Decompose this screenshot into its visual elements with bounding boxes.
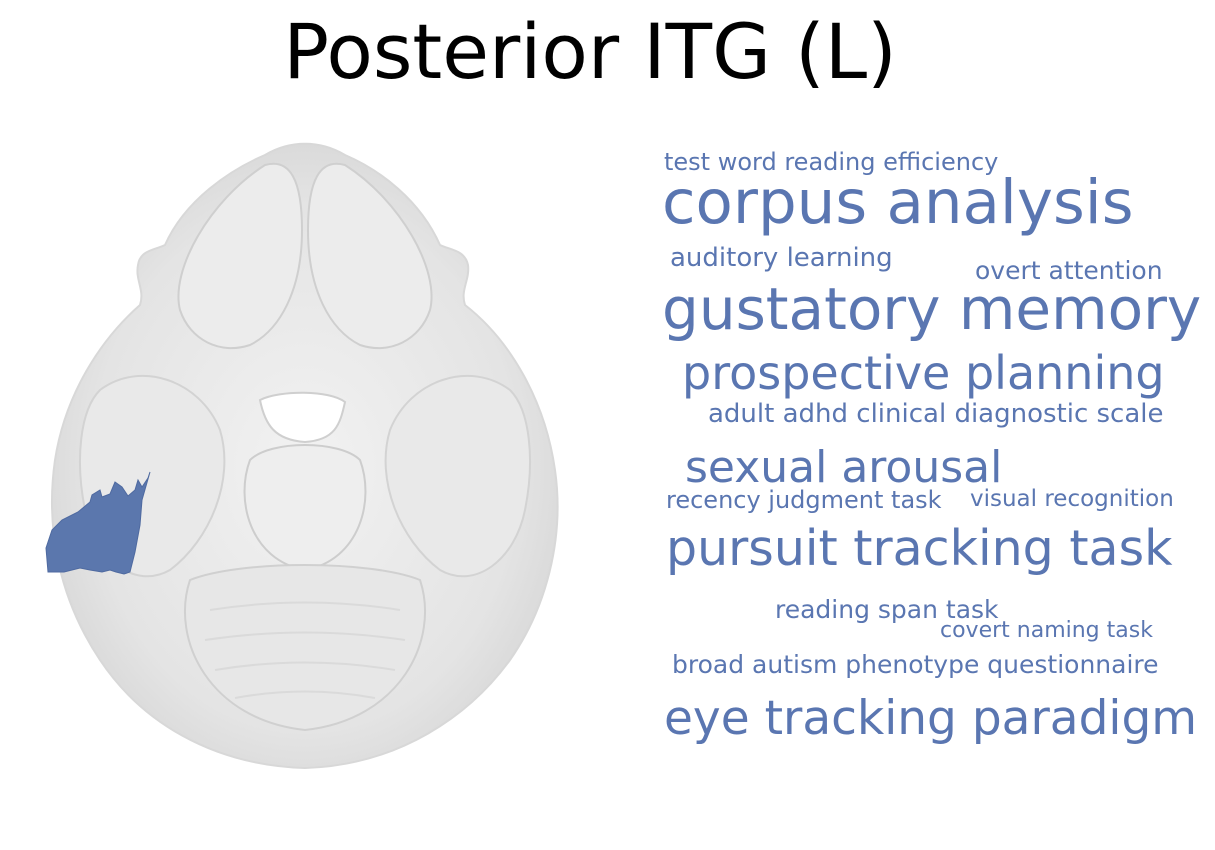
- frontal-lobe-right: [306, 162, 433, 350]
- word-cloud-term: eye tracking paradigm: [664, 691, 1198, 746]
- word-cloud-term: test word reading efficiency: [664, 148, 999, 176]
- word-cloud-term: auditory learning: [670, 243, 893, 273]
- word-cloud-term: corpus analysis: [662, 167, 1134, 238]
- word-cloud-term: overt attention: [975, 256, 1163, 285]
- word-cloud-term: broad autism phenotype questionnaire: [672, 650, 1159, 679]
- highlighted-region-posterior-itg: [45, 471, 151, 575]
- word-cloud-term: sexual arousal: [685, 442, 1003, 493]
- word-cloud-term: recency judgment task: [666, 486, 942, 514]
- word-cloud-term: visual recognition: [970, 486, 1174, 512]
- brain-axial-slice: [45, 142, 559, 770]
- temporal-lobe-right: [384, 374, 531, 578]
- word-cloud-term: adult adhd clinical diagnostic scale: [708, 399, 1164, 429]
- frontal-lobe-left: [177, 162, 304, 350]
- figure-title: Posterior ITG (L): [283, 7, 897, 96]
- word-cloud-term: pursuit tracking task: [666, 520, 1173, 577]
- word-cloud-term: covert naming task: [940, 618, 1153, 643]
- midline-ventricle: [258, 391, 347, 444]
- word-cloud-term: gustatory memory: [662, 275, 1202, 343]
- brainstem: [243, 444, 367, 572]
- word-cloud-term: prospective planning: [682, 346, 1165, 400]
- word-cloud-term: reading span task: [775, 595, 999, 624]
